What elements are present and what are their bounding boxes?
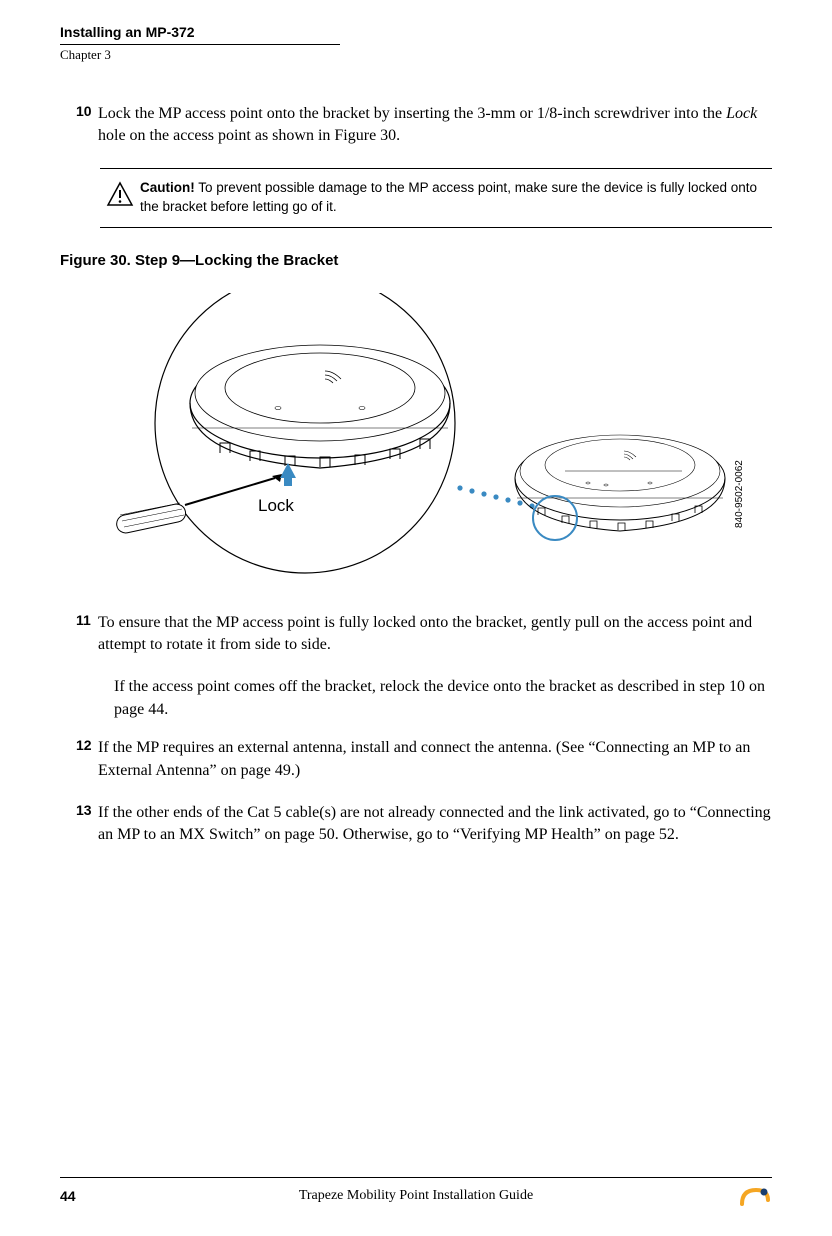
access-point-zoomed bbox=[190, 345, 450, 468]
page-number: 44 bbox=[60, 1188, 100, 1204]
lock-label: Lock bbox=[258, 496, 294, 515]
figure-30: Lock bbox=[110, 293, 772, 588]
caution-body: To prevent possible damage to the MP acc… bbox=[140, 180, 757, 214]
step-12: 12 If the MP requires an external antenn… bbox=[60, 737, 772, 782]
step-text: If the other ends of the Cat 5 cable(s) … bbox=[98, 802, 772, 847]
step-text-part-b: hole on the access point as shown in Fig… bbox=[98, 127, 400, 144]
figure-id-label: 840-9502-0062 bbox=[734, 459, 745, 527]
page-header: Installing an MP-372 Chapter 3 bbox=[0, 0, 832, 63]
access-point-small bbox=[515, 435, 725, 531]
step-text-part-a: Lock the MP access point onto the bracke… bbox=[98, 105, 726, 122]
step-number: 13 bbox=[60, 802, 98, 847]
caution-label: Caution! bbox=[140, 180, 195, 195]
step-number: 11 bbox=[60, 612, 98, 657]
lock-italic: Lock bbox=[726, 105, 757, 122]
step-text: To ensure that the MP access point is fu… bbox=[98, 612, 772, 657]
step-number: 12 bbox=[60, 737, 98, 782]
header-title: Installing an MP-372 bbox=[60, 24, 772, 40]
step-text: Lock the MP access point onto the bracke… bbox=[98, 103, 772, 148]
step-text: If the MP requires an external antenna, … bbox=[98, 737, 772, 782]
caution-icon bbox=[100, 179, 140, 209]
footer-title: Trapeze Mobility Point Installation Guid… bbox=[100, 1188, 732, 1204]
step-number: 10 bbox=[60, 103, 98, 148]
content-area: 10 Lock the MP access point onto the bra… bbox=[0, 63, 832, 847]
step-10: 10 Lock the MP access point onto the bra… bbox=[60, 103, 772, 148]
page-footer: 44 Trapeze Mobility Point Installation G… bbox=[0, 1177, 832, 1208]
footer-divider bbox=[60, 1177, 772, 1178]
caution-text: Caution! To prevent possible damage to t… bbox=[140, 179, 764, 217]
step-13: 13 If the other ends of the Cat 5 cable(… bbox=[60, 802, 772, 847]
caution-box: Caution! To prevent possible damage to t… bbox=[100, 168, 772, 228]
header-chapter: Chapter 3 bbox=[60, 47, 772, 63]
figure-caption: Figure 30. Step 9—Locking the Bracket bbox=[60, 252, 772, 269]
header-divider bbox=[60, 44, 340, 45]
footer-row: 44 Trapeze Mobility Point Installation G… bbox=[60, 1184, 772, 1208]
footer-logo-icon bbox=[732, 1184, 772, 1208]
step-11-followup: If the access point comes off the bracke… bbox=[114, 676, 772, 721]
step-11: 11 To ensure that the MP access point is… bbox=[60, 612, 772, 657]
